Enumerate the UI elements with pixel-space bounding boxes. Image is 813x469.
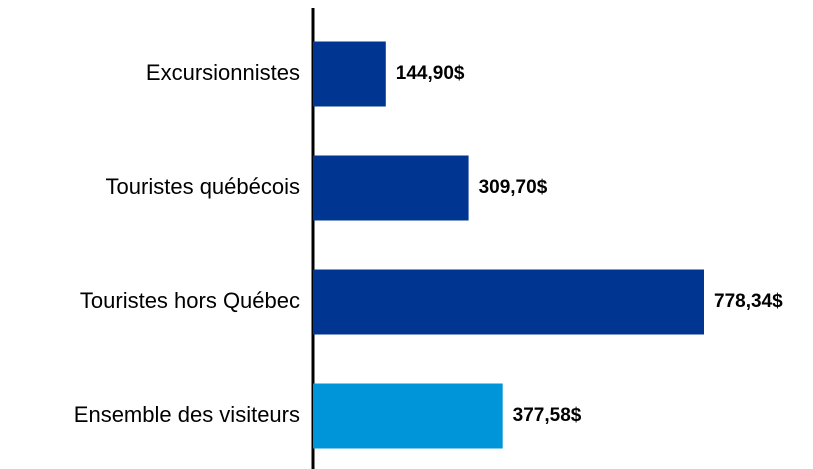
value-label: 309,70$ [479,177,548,198]
category-label: Excursionnistes [146,60,300,85]
bar [313,269,704,335]
bar [313,383,503,449]
category-label: Ensemble des visiteurs [74,402,300,427]
value-label: 778,34$ [714,291,783,312]
bar [313,41,386,107]
bar [313,155,469,221]
category-label: Touristes hors Québec [80,288,300,313]
value-label: 377,58$ [513,405,582,426]
category-label: Touristes québécois [106,174,300,199]
value-label: 144,90$ [396,63,465,84]
